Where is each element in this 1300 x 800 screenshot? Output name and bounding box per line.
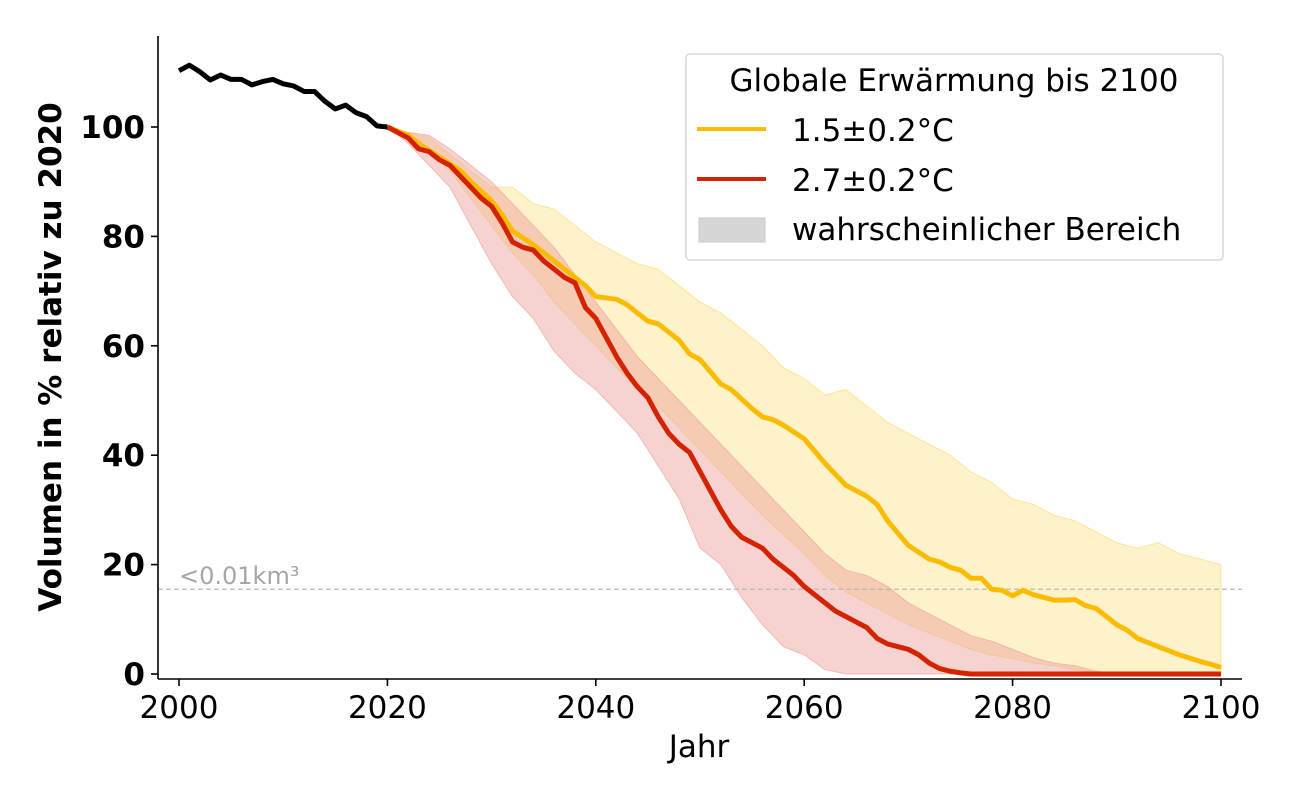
y-tick-label: 20 — [102, 548, 145, 584]
series-line-2-7c — [386, 124, 1221, 677]
threshold-annotation: <0.01km³ — [179, 562, 299, 590]
x-axis-label: Jahr — [667, 729, 730, 765]
legend: Globale Erwärmung bis 2100 1.5±0.2°C 2.7… — [685, 53, 1224, 261]
threshold-line-group: <0.01km³ — [158, 562, 1242, 590]
range-band-1-5c — [387, 126, 1222, 675]
x-tick-label: 2080 — [973, 690, 1052, 726]
legend-label-1-5c: 1.5±0.2°C — [792, 113, 954, 149]
y-axis-label: Volumen in % relativ zu 2020 — [33, 102, 69, 611]
series-lines — [177, 62, 1222, 677]
y-tick-label: 0 — [123, 657, 145, 693]
x-tick-label: 2020 — [348, 690, 427, 726]
legend-swatch-range — [698, 217, 766, 243]
y-tick-label: 40 — [102, 438, 145, 474]
y-tick-label: 80 — [102, 219, 145, 255]
historical-line — [177, 62, 388, 130]
y-tick-label: 60 — [102, 329, 145, 365]
y-tick-label: 100 — [80, 110, 145, 146]
series-line-1-5c — [386, 124, 1222, 670]
legend-title: Globale Erwärmung bis 2100 — [730, 63, 1179, 99]
x-tick-label: 2100 — [1182, 690, 1261, 726]
x-tick-label: 2000 — [140, 690, 219, 726]
legend-label-range: wahrscheinlicher Bereich — [792, 212, 1181, 248]
x-tick-label: 2040 — [556, 690, 635, 726]
y-ticks: 0 20 40 60 80 100 — [80, 110, 158, 693]
legend-frame — [685, 53, 1224, 261]
legend-label-2-7c: 2.7±0.2°C — [792, 163, 954, 199]
x-tick-label: 2060 — [765, 690, 844, 726]
x-ticks: 2000 2020 2040 2060 2080 2100 — [140, 679, 1261, 726]
